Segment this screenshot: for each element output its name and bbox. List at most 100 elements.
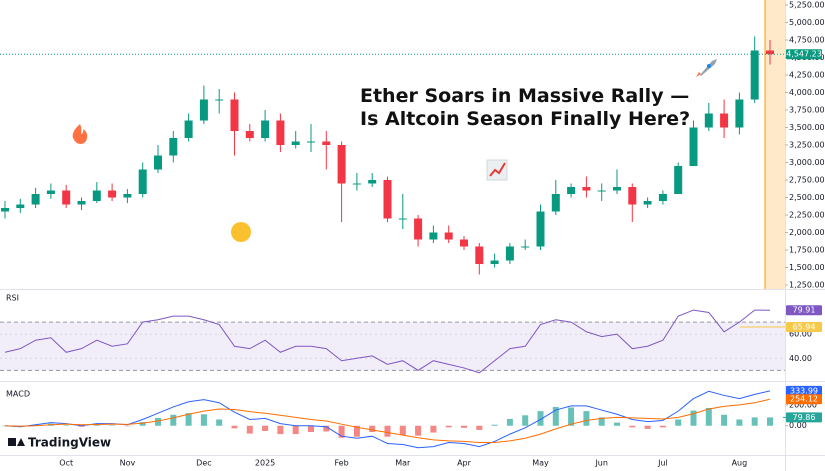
macd-histogram: [323, 425, 330, 432]
macd-label: MACD: [6, 390, 30, 399]
macd-histogram: [721, 414, 728, 426]
candle-body: [505, 246, 514, 261]
candle-body: [322, 141, 331, 145]
candle-body: [750, 50, 759, 100]
x-tick-label: Apr: [457, 459, 472, 468]
candle-body: [475, 246, 484, 264]
x-tick-label: Jun: [594, 459, 608, 468]
macd-histogram: [476, 425, 483, 430]
brand-logo: [8, 438, 25, 446]
headline: Is Altcoin Season Finally Here?: [360, 108, 690, 130]
y-tick-label: 4,750.00: [789, 36, 825, 45]
hist-tag-bg: [786, 412, 822, 423]
candle-body: [674, 166, 683, 194]
chart-icon: [486, 159, 508, 181]
candle-body: [766, 50, 774, 55]
candle-body: [123, 194, 132, 198]
macd-histogram: [751, 417, 758, 426]
x-tick-label: May: [532, 459, 549, 468]
y-tick-label: 3,000.00: [789, 158, 825, 167]
candle-body: [199, 99, 208, 121]
hist-tag: 79.86: [793, 413, 816, 422]
money-icon: [231, 222, 251, 242]
macd-histogram: [629, 425, 636, 428]
macd-histogram: [231, 425, 238, 429]
macd-histogram: [93, 424, 100, 426]
y-tick-label: 1,250.00: [789, 281, 825, 290]
candle-body: [138, 169, 147, 194]
rsi-band: [0, 322, 785, 371]
rsi-ma-tag: 65.94: [793, 323, 816, 332]
candle-body: [245, 131, 254, 138]
macd-histogram: [155, 417, 161, 426]
macd-histogram: [200, 414, 207, 426]
candle-body: [429, 232, 438, 240]
macd-histogram: [139, 422, 146, 426]
candle-body: [704, 113, 713, 128]
macd-histogram: [491, 424, 498, 426]
y-tick-label: 4,000.00: [789, 88, 825, 97]
rsi-ma-tag-bg: [786, 322, 822, 333]
candle-body: [108, 190, 117, 198]
macd-histogram: [292, 425, 299, 435]
candle-body: [307, 141, 315, 143]
fire-icon: [72, 124, 88, 144]
signal-line: [4, 398, 771, 443]
candle-body: [735, 99, 744, 128]
y-tick-label: 5,250.00: [789, 1, 825, 10]
candle-body: [597, 190, 606, 192]
candle-body: [276, 120, 285, 145]
macd-histogram: [399, 425, 406, 436]
macd-histogram: [461, 425, 467, 428]
candle-body: [414, 218, 423, 240]
candle-body: [490, 260, 499, 264]
candle-body: [444, 232, 453, 240]
macd-histogram: [736, 419, 743, 426]
candle-body: [643, 201, 652, 205]
rsi-label: RSI: [6, 294, 19, 303]
y-tick-label: 40.00: [789, 354, 812, 363]
macd-histogram: [216, 419, 223, 426]
y-tick-label: 5,000.00: [789, 18, 825, 27]
y-tick-label: 3,250.00: [789, 141, 825, 150]
macd-tag-bg: [786, 385, 822, 396]
candle-body: [16, 204, 25, 208]
macd-histogram: [308, 425, 314, 433]
candle-body: [613, 187, 621, 191]
rocket-icon: [696, 59, 717, 77]
macd-line: [4, 390, 771, 449]
candle-body: [582, 187, 591, 191]
macd-histogram: [185, 413, 192, 426]
candle-body: [291, 141, 300, 145]
candle-body: [536, 211, 545, 247]
candle-body: [383, 180, 392, 219]
macd-histogram: [109, 425, 116, 426]
macd-histogram: [690, 410, 697, 426]
macd-tag: 333.99: [790, 386, 818, 395]
y-tick-label: 3,750.00: [789, 106, 825, 115]
x-tick-label: Jul: [657, 459, 668, 468]
macd-histogram: [583, 411, 590, 426]
candle-body: [337, 145, 346, 184]
candle-body: [261, 120, 270, 138]
macd-histogram: [522, 415, 529, 426]
y-tick-label: 3,500.00: [789, 123, 825, 132]
macd-histogram: [124, 425, 131, 427]
y-tick-label: 200.00: [789, 400, 817, 409]
candle-body: [215, 99, 224, 101]
x-tick-label: Feb: [335, 459, 349, 468]
macd-histogram: [659, 425, 666, 428]
candle-body: [628, 187, 637, 205]
signal-tag: 254.12: [790, 395, 818, 404]
macd-histogram: [78, 425, 85, 427]
macd-histogram: [338, 425, 345, 438]
macd-histogram: [537, 411, 544, 426]
y-tick-label: 1,750.00: [789, 246, 825, 255]
candle-body: [567, 187, 576, 194]
headline: Ether Soars in Massive Rally —: [360, 85, 689, 107]
y-tick-label: 2,500.00: [789, 193, 825, 202]
rsi-tag: 79.91: [793, 306, 816, 315]
candle-body: [720, 113, 729, 128]
